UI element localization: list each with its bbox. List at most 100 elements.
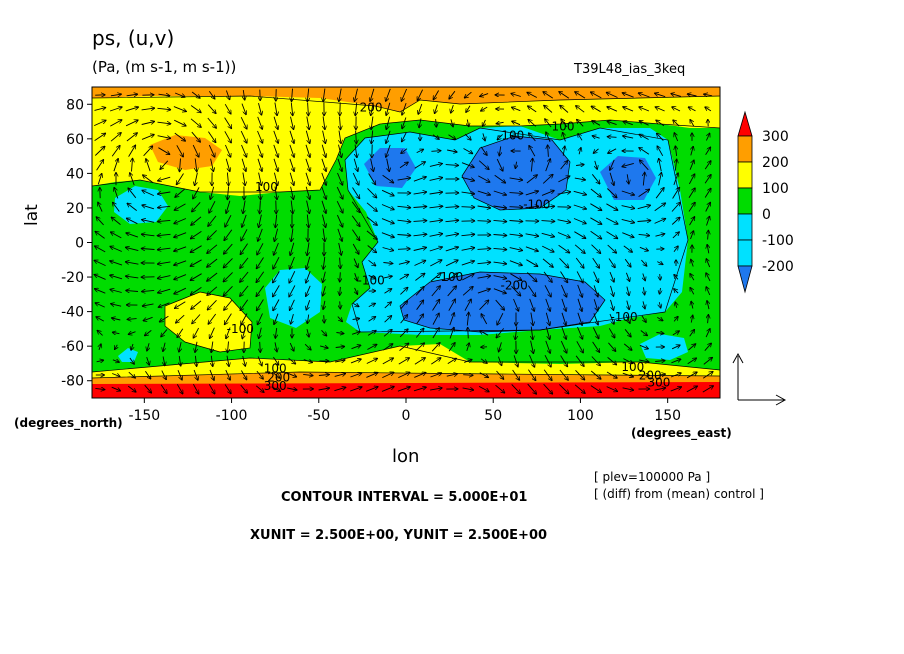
band-north-yellow: [92, 87, 720, 196]
wind-arrow: [574, 244, 585, 253]
wind-arrow: [579, 148, 581, 155]
wind-arrow: [224, 229, 233, 241]
wind-arrow: [435, 104, 438, 114]
x-tick-label: -50: [307, 408, 330, 424]
wind-arrow: [383, 344, 392, 351]
wind-arrow: [127, 218, 138, 225]
wind-arrow: [413, 387, 426, 392]
wind-arrow: [512, 136, 521, 138]
wind-arrow: [671, 345, 680, 350]
wind-arrow: [622, 388, 634, 390]
wind-arrow: [493, 248, 507, 249]
wind-arrow: [575, 257, 584, 268]
wind-arrow: [386, 130, 391, 143]
wind-arrow: [98, 202, 103, 212]
wind-arrow: [227, 355, 229, 367]
wind-arrow: [260, 341, 261, 352]
wind-arrow: [324, 315, 325, 323]
wind-arrow: [445, 165, 459, 166]
wind-arrow: [688, 94, 697, 96]
wind-arrow: [413, 221, 427, 222]
wind-arrow: [657, 146, 664, 157]
wind-arrow: [383, 330, 392, 337]
wind-arrow: [111, 146, 120, 157]
wind-arrow: [401, 88, 408, 101]
wind-arrow: [671, 203, 680, 212]
wind-arrow: [543, 271, 552, 282]
wind-arrow: [623, 121, 633, 126]
wind-arrow: [290, 116, 294, 130]
wind-arrow: [448, 343, 455, 352]
wind-arrow: [541, 245, 554, 252]
wind-arrow: [130, 173, 135, 186]
wind-arrow: [493, 220, 507, 221]
wind-arrow: [259, 186, 260, 200]
wind-arrow: [351, 215, 360, 227]
wind-arrow: [366, 230, 377, 239]
wind-arrow: [447, 358, 456, 364]
wind-arrow: [371, 102, 374, 116]
wind-arrow: [190, 105, 201, 113]
wind-arrow: [509, 260, 522, 266]
wind-arrow: [240, 243, 248, 255]
wind-arrow: [191, 231, 202, 238]
wind-arrow: [592, 257, 600, 268]
wind-arrow: [337, 158, 342, 171]
wind-arrow: [147, 356, 150, 365]
wind-arrow: [383, 263, 392, 264]
wind-arrow: [561, 326, 566, 339]
wind-arrow: [259, 214, 262, 228]
wind-arrow: [142, 220, 155, 223]
wind-arrow: [557, 192, 571, 194]
wind-arrow: [461, 176, 475, 180]
wind-arrow: [386, 102, 391, 115]
wind-arrow: [355, 144, 357, 158]
wind-arrow: [691, 302, 693, 309]
wind-arrow: [622, 162, 634, 166]
contour-label: 100: [264, 362, 287, 376]
contour-line: [92, 95, 720, 113]
wind-arrow: [225, 90, 229, 100]
wind-arrow: [190, 259, 202, 266]
wind-arrow: [144, 384, 152, 393]
wind-arrow: [371, 116, 373, 130]
wind-arrow: [461, 261, 474, 266]
wind-arrow: [531, 326, 533, 340]
wind-arrow: [207, 244, 218, 253]
wind-arrow: [143, 175, 154, 184]
wind-arrow: [638, 189, 650, 197]
colorbar-bottom-triangle: [737, 265, 753, 294]
wind-arrow: [610, 299, 614, 310]
wind-arrow: [367, 245, 377, 253]
wind-arrow: [260, 200, 261, 214]
wind-arrow: [350, 359, 361, 364]
wind-arrow: [509, 207, 523, 208]
x-tick-label: 100: [567, 408, 594, 424]
wind-arrow: [340, 116, 341, 130]
wind-arrow: [672, 107, 681, 112]
wind-arrow: [99, 344, 101, 351]
wind-arrow: [451, 119, 453, 126]
wind-arrow: [273, 356, 278, 365]
wind-arrow: [112, 318, 121, 320]
x-tick-label: -150: [128, 408, 160, 424]
wind-arrow: [413, 234, 427, 236]
wind-arrow: [288, 357, 296, 364]
wind-arrow: [109, 107, 122, 112]
wind-arrow: [95, 303, 105, 308]
wind-arrow: [478, 175, 489, 182]
wind-arrow: [307, 214, 308, 228]
wind-arrow: [462, 388, 474, 390]
contour-label: -200: [501, 279, 528, 293]
chart-subtitle: (Pa, (m s-1, m s-1)): [92, 58, 237, 76]
wind-arrow: [352, 243, 359, 254]
wind-arrow: [289, 172, 294, 185]
wind-arrow: [673, 120, 680, 127]
wind-arrow: [142, 290, 155, 291]
wind-arrow: [208, 144, 214, 157]
contour-label: -100: [357, 274, 384, 288]
wind-arrow: [367, 345, 376, 350]
wind-arrow: [627, 300, 629, 310]
wind-arrow: [382, 358, 393, 365]
wind-arrow: [95, 289, 106, 294]
